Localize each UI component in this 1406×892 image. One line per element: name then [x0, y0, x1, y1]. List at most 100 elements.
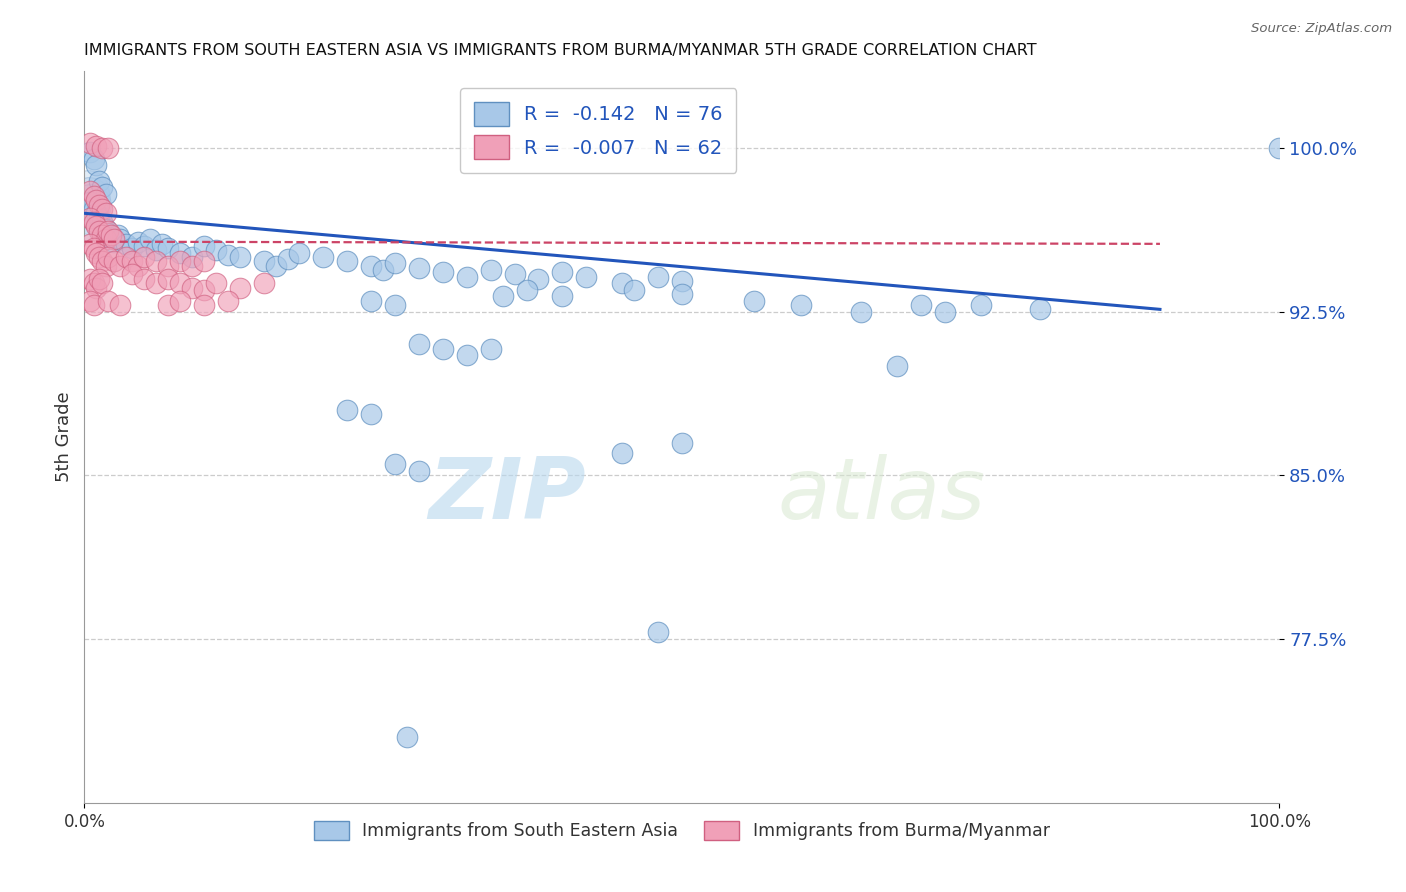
Point [91, 228, 114, 243]
Point [193, 239, 215, 253]
Point [103, 232, 125, 246]
Point [193, 254, 215, 268]
Point [205, 244, 228, 258]
Point [97, 224, 120, 238]
Point [115, 250, 138, 264]
Point [456, 269, 478, 284]
Point [205, 276, 228, 290]
Point [277, 252, 299, 267]
Point [432, 265, 454, 279]
Y-axis label: 5th Grade: 5th Grade [55, 392, 73, 483]
Point [1029, 302, 1052, 317]
Point [169, 245, 191, 260]
Point [127, 259, 149, 273]
Point [503, 268, 526, 282]
Point [83, 298, 105, 312]
Point [742, 293, 765, 308]
Point [229, 250, 252, 264]
Point [373, 263, 395, 277]
Point [77, 191, 100, 205]
Point [86, 206, 108, 220]
Point [384, 298, 406, 312]
Point [312, 250, 335, 264]
Point [83, 189, 105, 203]
Point [83, 152, 105, 166]
Point [157, 272, 180, 286]
Point [456, 348, 478, 362]
Point [360, 407, 382, 421]
Point [647, 269, 669, 284]
Point [91, 254, 114, 268]
Point [516, 283, 538, 297]
Point [86, 245, 108, 260]
Point [336, 254, 359, 268]
Point [360, 293, 382, 308]
Point [408, 337, 430, 351]
Point [121, 241, 143, 255]
Point [86, 138, 108, 153]
Point [86, 219, 108, 234]
Point [145, 276, 167, 290]
Point [851, 304, 873, 318]
Point [86, 280, 108, 294]
Legend: Immigrants from South Eastern Asia, Immigrants from Burma/Myanmar: Immigrants from South Eastern Asia, Immi… [305, 813, 1059, 849]
Point [132, 250, 156, 264]
Point [145, 244, 167, 258]
Text: ZIP: ZIP [429, 454, 586, 537]
Point [79, 195, 101, 210]
Point [79, 185, 101, 199]
Point [157, 241, 180, 255]
Point [193, 283, 215, 297]
Point [86, 158, 108, 172]
Point [479, 342, 502, 356]
Point [97, 293, 120, 308]
Point [79, 211, 101, 225]
Point [1268, 141, 1291, 155]
Point [97, 250, 120, 264]
Point [103, 254, 125, 268]
Point [671, 287, 693, 301]
Point [479, 263, 502, 277]
Point [91, 202, 114, 216]
Point [623, 283, 645, 297]
Point [970, 298, 993, 312]
Point [384, 256, 406, 270]
Point [217, 248, 239, 262]
Point [145, 254, 167, 268]
Point [551, 289, 574, 303]
Point [87, 197, 110, 211]
Point [107, 228, 129, 243]
Point [384, 458, 406, 472]
Point [396, 731, 419, 745]
Point [87, 272, 110, 286]
Point [97, 226, 120, 240]
Point [671, 435, 693, 450]
Point [86, 193, 108, 207]
Point [217, 293, 239, 308]
Point [121, 254, 143, 268]
Point [79, 136, 101, 151]
Point [94, 259, 117, 273]
Point [132, 239, 156, 253]
Point [94, 221, 117, 235]
Point [264, 259, 287, 273]
Point [612, 276, 634, 290]
Point [91, 180, 114, 194]
Point [169, 293, 191, 308]
Point [103, 235, 125, 249]
Point [100, 228, 122, 243]
Point [910, 298, 932, 312]
Point [132, 272, 156, 286]
Point [671, 274, 693, 288]
Point [432, 342, 454, 356]
Point [91, 215, 114, 229]
Point [181, 259, 204, 273]
Point [94, 232, 117, 246]
Point [886, 359, 908, 373]
Point [91, 141, 114, 155]
Point [336, 402, 359, 417]
Point [121, 268, 143, 282]
Point [79, 293, 101, 308]
Point [110, 232, 132, 246]
Point [79, 272, 101, 286]
